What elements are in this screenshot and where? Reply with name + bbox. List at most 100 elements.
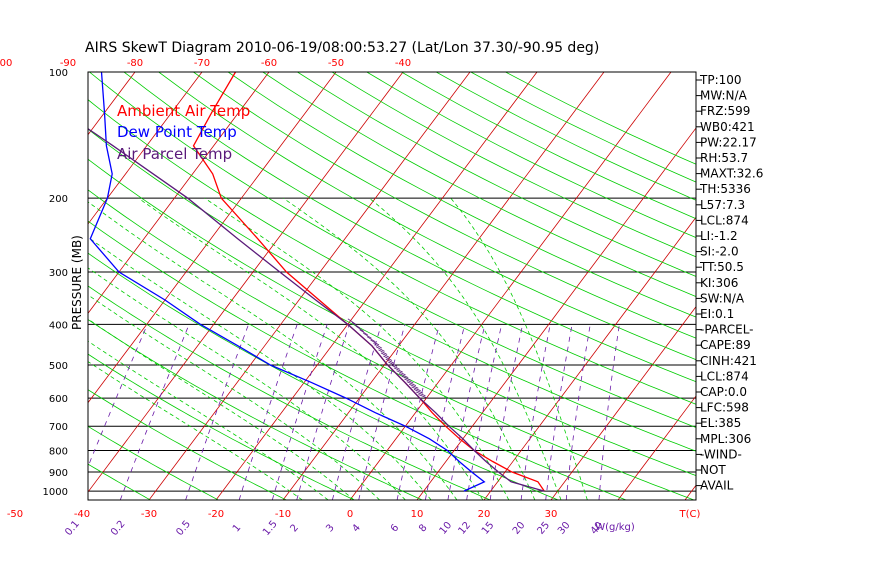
stability-index-label: CINH:421 bbox=[700, 354, 757, 368]
mixing-ratio-line bbox=[599, 324, 619, 500]
mixing-ratio-line bbox=[467, 324, 502, 500]
moist-adiabat-line bbox=[369, 198, 561, 500]
stability-index-label: SI:-2.0 bbox=[700, 245, 739, 259]
stability-index-label: LFC:598 bbox=[700, 401, 749, 415]
legend-ambient-air-temp: Ambient Air Temp bbox=[117, 102, 250, 120]
pressure-tick-label: 500 bbox=[49, 361, 68, 372]
mixing-ratio-line bbox=[566, 324, 590, 500]
isotherm-line bbox=[417, 72, 738, 500]
stability-index-label: -WIND- bbox=[700, 447, 742, 461]
pressure-tick-label: 800 bbox=[49, 447, 68, 458]
mixing-ratio-tick-label: 2 bbox=[289, 522, 302, 534]
mixing-ratio-tick-label: 3 bbox=[324, 522, 337, 534]
isotherm-line bbox=[484, 72, 805, 500]
mixing-ratio-tick-label: 0.2 bbox=[109, 519, 128, 538]
bottom-temp-tick-label: -40 bbox=[74, 509, 90, 520]
stability-index-label: MPL:306 bbox=[700, 432, 751, 446]
stability-index-label: EI:0.1 bbox=[700, 307, 734, 321]
moist-adiabat-line bbox=[83, 198, 457, 500]
pressure-tick-label: 300 bbox=[49, 268, 68, 279]
dry-adiabat-line bbox=[436, 72, 870, 500]
stability-index-label: MW:N/A bbox=[700, 89, 748, 103]
pressure-tick-label: 200 bbox=[49, 194, 68, 205]
dry-adiabat-line bbox=[159, 72, 870, 500]
bottom-temp-tick-label: -20 bbox=[208, 509, 224, 520]
mixing-ratio-tick-label: 8 bbox=[417, 522, 430, 534]
mixing-ratio-tick-label: 1.5 bbox=[261, 519, 280, 538]
stability-index-label: LCL:874 bbox=[700, 369, 749, 383]
stability-index-label: AVAIL bbox=[700, 479, 734, 493]
mixing-ratio-tick-label: 20 bbox=[511, 520, 528, 537]
mixing-ratio-tick-label: 10 bbox=[438, 520, 455, 537]
top-temp-tick-label: -90 bbox=[60, 58, 76, 69]
stability-index-label: RH:53.7 bbox=[700, 151, 748, 165]
isotherm-line bbox=[0, 72, 135, 500]
mixing-ratio-tick-label: 30 bbox=[556, 520, 573, 537]
mixing-ratio-tick-label: 1 bbox=[231, 522, 244, 534]
dry-adiabat-line bbox=[0, 72, 762, 500]
cape-hatch bbox=[367, 337, 375, 342]
moist-adiabat-line bbox=[37, 198, 431, 500]
bottom-temp-tick-label: 30 bbox=[545, 509, 558, 520]
cape-hatch bbox=[352, 323, 360, 328]
mixing-ratio-tick-label: 12 bbox=[456, 520, 473, 537]
mixing-ratio-line bbox=[75, 324, 148, 500]
moist-adiabat-line bbox=[139, 198, 483, 500]
cape-hatch bbox=[360, 330, 368, 335]
dry-adiabat-line bbox=[297, 72, 870, 500]
stability-index-label: TH:5336 bbox=[699, 182, 751, 196]
stability-index-label: -PARCEL- bbox=[700, 323, 754, 337]
stability-index-label: WB0:421 bbox=[700, 120, 755, 134]
dry-adiabat-line bbox=[263, 72, 870, 500]
isotherm-line bbox=[0, 72, 68, 500]
stability-index-label: MAXT:32.6 bbox=[700, 167, 763, 181]
pressure-tick-label: 600 bbox=[49, 394, 68, 405]
top-temp-tick-label: -70 bbox=[194, 58, 210, 69]
stability-index-label: L57:7.3 bbox=[700, 198, 745, 212]
stability-index-label: TP:100 bbox=[699, 73, 742, 87]
mixing-ratio-tick-label: 0.5 bbox=[174, 519, 193, 538]
stability-index-label: LI:-1.2 bbox=[700, 229, 738, 243]
bottom-temp-tick-label: -10 bbox=[275, 509, 291, 520]
moist-adiabat-line bbox=[0, 198, 302, 500]
isotherm-line bbox=[0, 72, 1, 500]
mixing-ratio-tick-label: 25 bbox=[535, 520, 552, 537]
mixing-ratio-line bbox=[120, 324, 189, 500]
stability-index-label: NOT bbox=[700, 463, 726, 477]
moist-adiabat-line bbox=[451, 198, 588, 500]
legend-air-parcel-temp: Air Parcel Temp bbox=[117, 145, 232, 163]
cape-hatch bbox=[363, 333, 371, 338]
stability-index-label: CAPE:89 bbox=[700, 338, 751, 352]
legend-dew-point-temp: Dew Point Temp bbox=[117, 123, 237, 141]
mixing-ratio-line bbox=[397, 324, 439, 500]
pressure-tick-label: 1000 bbox=[43, 487, 68, 498]
top-temp-tick-label: -60 bbox=[261, 58, 277, 69]
dry-adiabat-line bbox=[506, 72, 870, 500]
moist-adiabat-line bbox=[283, 198, 535, 500]
stability-index-label: KI:306 bbox=[700, 276, 738, 290]
top-temp-tick-label: -100 bbox=[0, 58, 12, 69]
mixing-ratio-unit-label: W(g/kg) bbox=[595, 522, 635, 533]
stability-index-label: EL:385 bbox=[700, 416, 741, 430]
mixing-ratio-tick-label: 15 bbox=[480, 520, 497, 537]
mixing-ratio-tick-label: 6 bbox=[389, 522, 402, 534]
bottom-temp-tick-label: 20 bbox=[478, 509, 491, 520]
stability-index-label: TT:50.5 bbox=[699, 260, 744, 274]
bottom-temp-tick-label: -30 bbox=[141, 509, 157, 520]
pressure-tick-label: 100 bbox=[49, 68, 68, 79]
dry-adiabat-line bbox=[332, 72, 870, 500]
bottom-temp-tick-label: -50 bbox=[7, 509, 23, 520]
y-axis-label: PRESSURE (MB) bbox=[70, 235, 84, 330]
bottom-temp-tick-label: 10 bbox=[411, 509, 424, 520]
bottom-temp-tick-label: 0 bbox=[347, 509, 353, 520]
stability-index-label: PW:22.17 bbox=[700, 135, 757, 149]
mixing-ratio-tick-label: 4 bbox=[351, 522, 364, 534]
pressure-tick-label: 700 bbox=[49, 422, 68, 433]
cape-hatch bbox=[356, 326, 364, 331]
stability-index-label: LCL:874 bbox=[700, 213, 749, 227]
temp-unit-label: T(C) bbox=[679, 509, 701, 520]
dry-adiabat-line bbox=[228, 72, 870, 500]
mixing-ratio-line bbox=[186, 324, 249, 500]
